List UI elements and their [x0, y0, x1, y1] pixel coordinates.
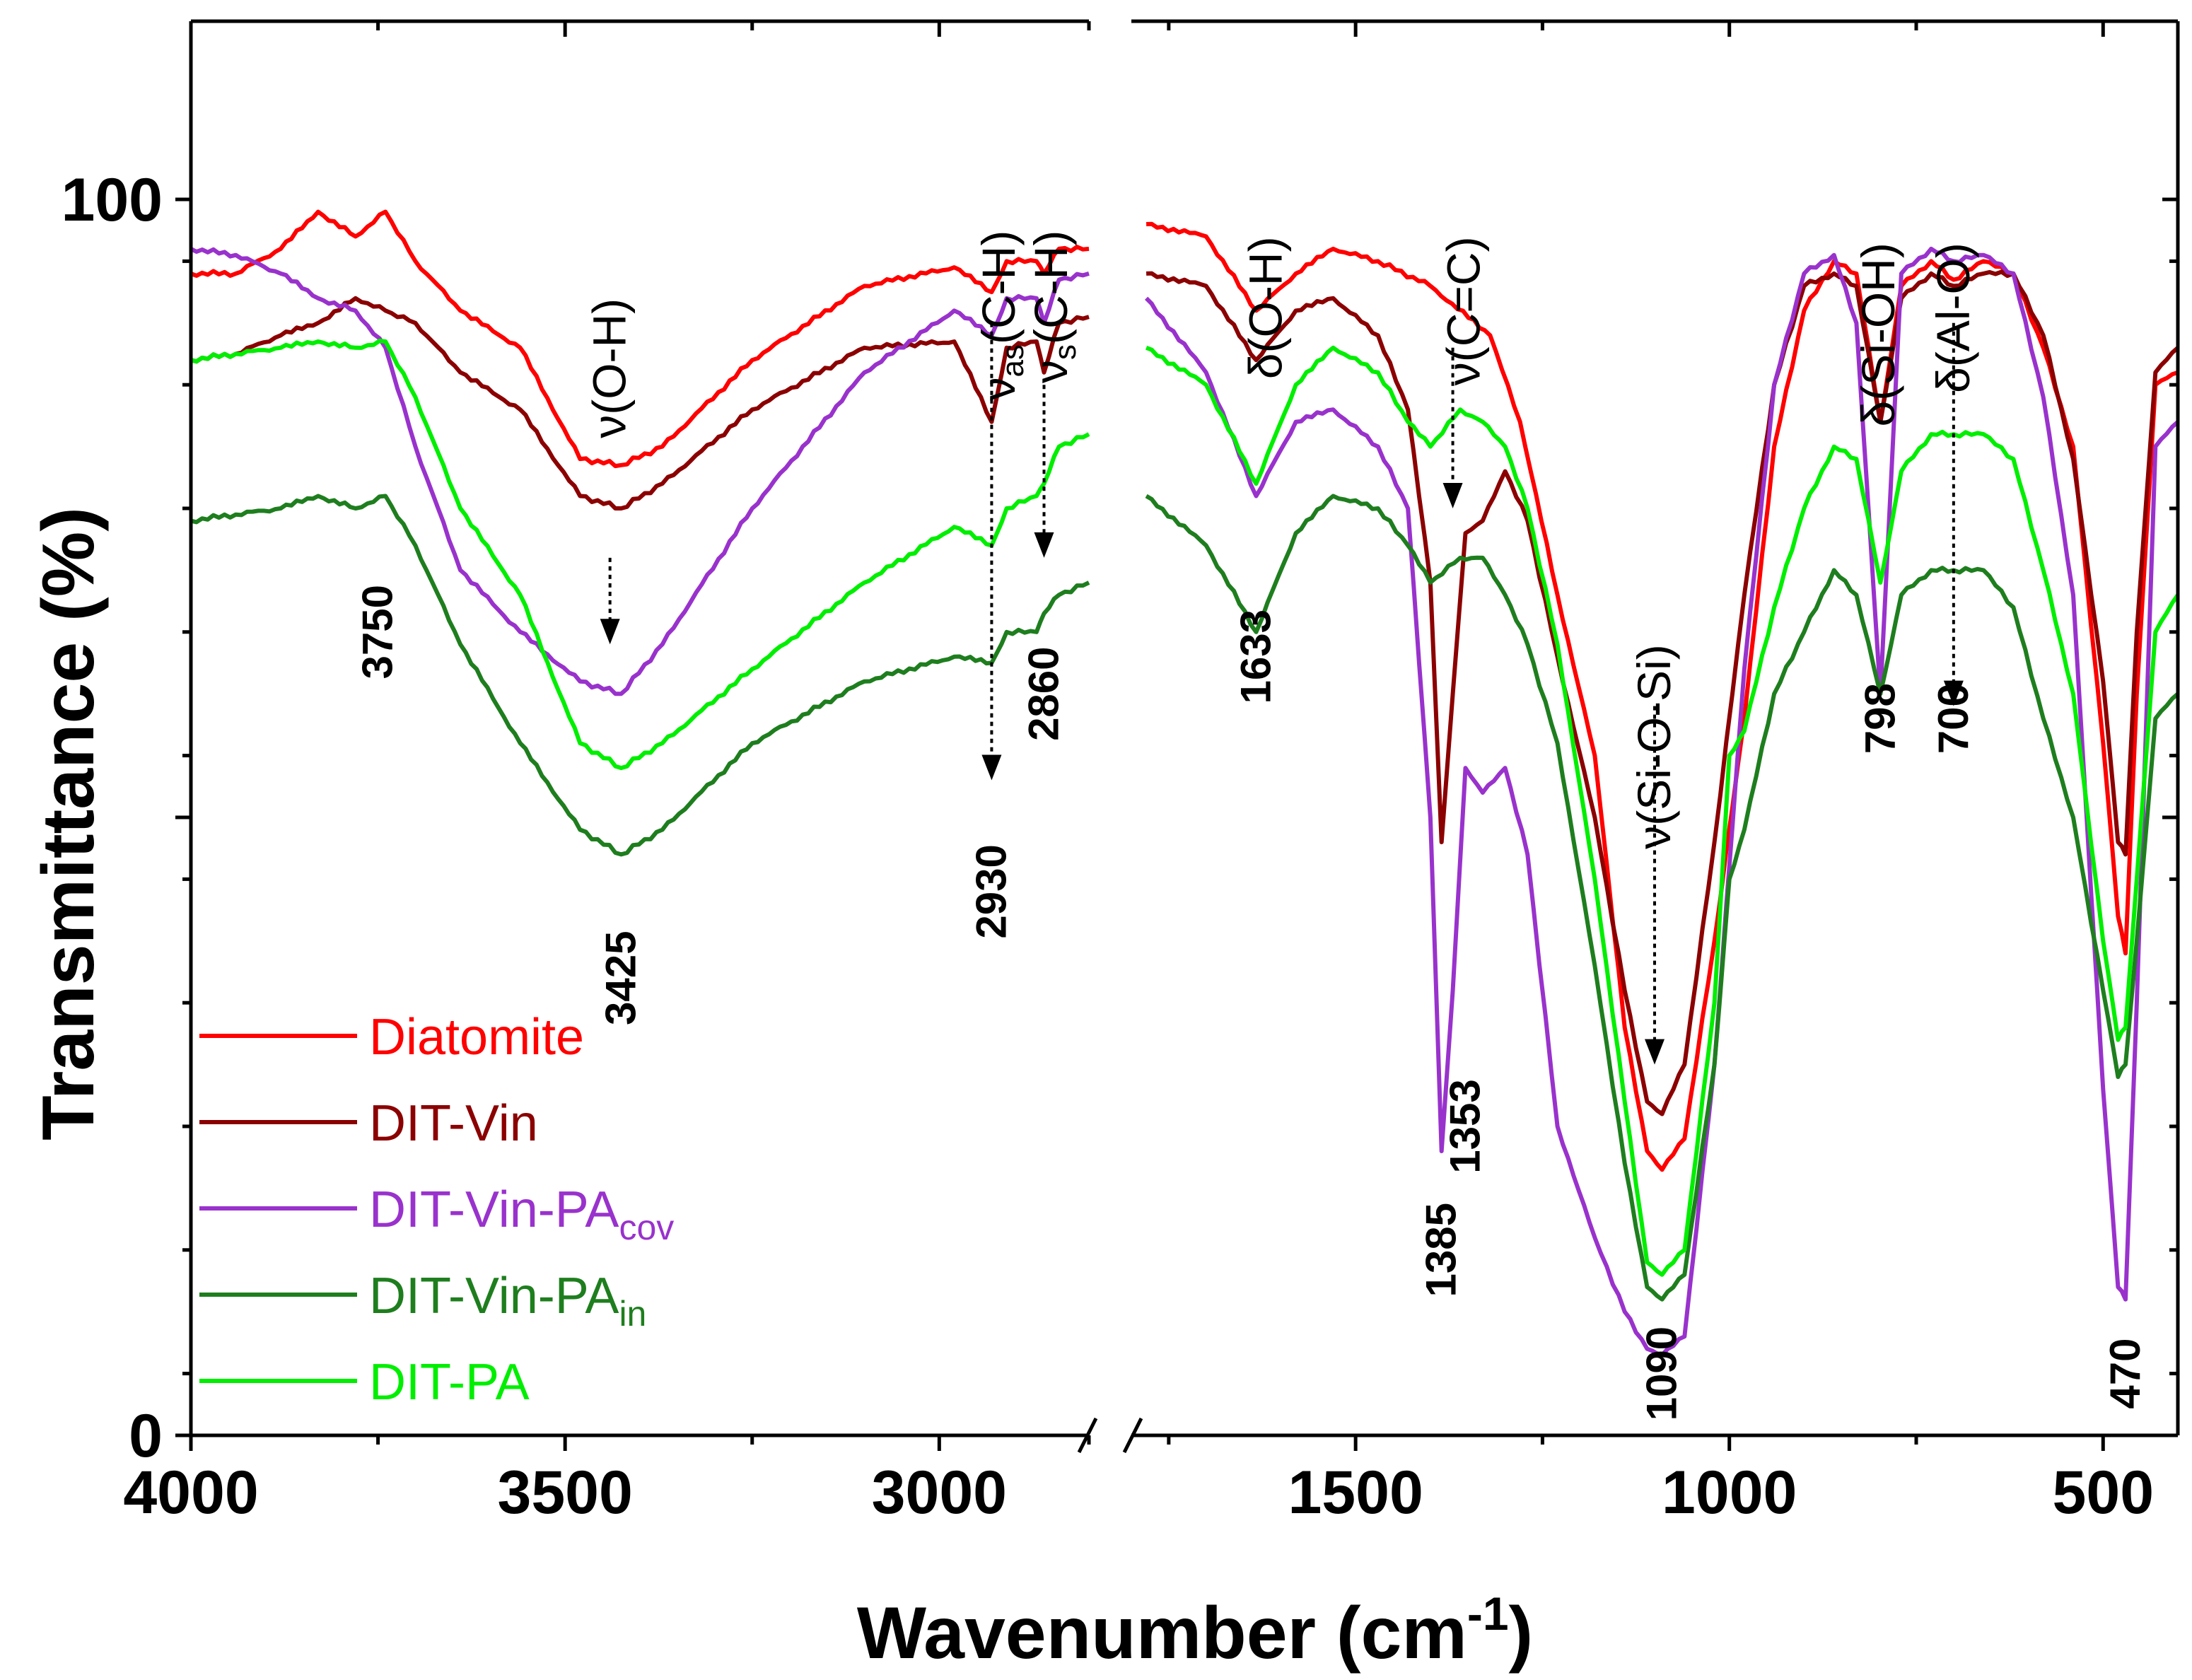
annotation-arrows	[600, 322, 1964, 1065]
y-axis-title: Transmittance (%)	[28, 507, 110, 1141]
x-tick-label: 3000	[872, 1459, 1007, 1527]
peak-label: 1090	[1638, 1326, 1686, 1421]
peak-label: 1385	[1418, 1203, 1465, 1297]
series-line-left	[190, 296, 1090, 511]
arrow-head	[1034, 532, 1054, 558]
arrow-head	[1943, 680, 1964, 706]
x-tick-label: 3500	[498, 1459, 633, 1527]
arrow-head	[600, 619, 620, 645]
peak-label: 798	[1856, 683, 1904, 754]
series-3	[190, 494, 2179, 1302]
annotation-text: ν(O-H) νas(C-H)νs(C-H) δ(O-H) ν(C=C) ν(Si-O-…	[354, 231, 2149, 1421]
axis-break-mark	[1122, 1417, 1143, 1454]
x-tick-label: 500	[2053, 1459, 2155, 1527]
peak-label: 1633	[1232, 609, 1280, 704]
band-label: νs(C-H)	[1025, 231, 1083, 383]
band-label: ν(O-H)	[583, 298, 636, 438]
series-line-left	[190, 494, 1090, 857]
series-4	[190, 339, 2180, 1277]
series-line-right	[1145, 494, 2179, 1302]
legend-label: DIT-Vin-PAin	[369, 1268, 646, 1334]
arrow-head	[981, 754, 1002, 781]
axis-ticks: 4000 3500 3000 1500 1000 500 0 100	[62, 21, 2178, 1527]
series-line-right	[1145, 269, 2179, 1116]
peak-label: 470	[2101, 1338, 2149, 1409]
y-tick-label: 0	[129, 1402, 163, 1470]
peak-label: 1353	[1442, 1079, 1489, 1173]
band-label: ν(C=C)	[1437, 236, 1489, 385]
band-label: ν(Si-O-Si)	[1628, 644, 1680, 849]
legend-label: DIT-PA	[369, 1354, 530, 1411]
x-axis-title: Wavenumber (cm-1)	[857, 1587, 1533, 1674]
legend-label: DIT-Vin-PAcov	[369, 1182, 674, 1247]
band-label: δ(O-H)	[1239, 236, 1291, 379]
x-tick-label: 4000	[123, 1459, 258, 1527]
series-line-left	[190, 209, 1090, 469]
y-tick-label: 100	[62, 166, 163, 234]
legend: Diatomite DIT-Vin DIT-Vin-PAcov DIT-Vin-PAi…	[199, 1009, 674, 1411]
band-label: δ(Al-O)	[1927, 243, 1979, 393]
x-tick-label: 1000	[1662, 1459, 1797, 1527]
arrow-head	[1442, 483, 1463, 508]
series-1	[190, 269, 2179, 1116]
band-label: δ(Si-OH)	[1852, 243, 1904, 426]
arrow-head	[1645, 1039, 1665, 1065]
series-layer	[190, 209, 2180, 1358]
peak-label: 2930	[967, 844, 1015, 938]
series-line-left	[190, 247, 1090, 696]
peak-label: 2860	[1020, 646, 1068, 740]
x-tick-label: 1500	[1288, 1459, 1423, 1527]
peak-label: 3425	[597, 931, 645, 1025]
series-line-left	[190, 339, 1090, 771]
legend-label: Diatomite	[369, 1009, 584, 1066]
legend-label: DIT-Vin	[369, 1095, 538, 1152]
series-2	[190, 246, 2179, 1358]
band-label: νas(C-H)	[972, 231, 1030, 401]
peak-label: 3750	[354, 585, 402, 679]
axis-break-gap	[1090, 1421, 1130, 1449]
peak-label: 700	[1930, 683, 1977, 754]
series-line-right	[1144, 246, 2179, 1358]
series-line-right	[1145, 345, 2180, 1277]
